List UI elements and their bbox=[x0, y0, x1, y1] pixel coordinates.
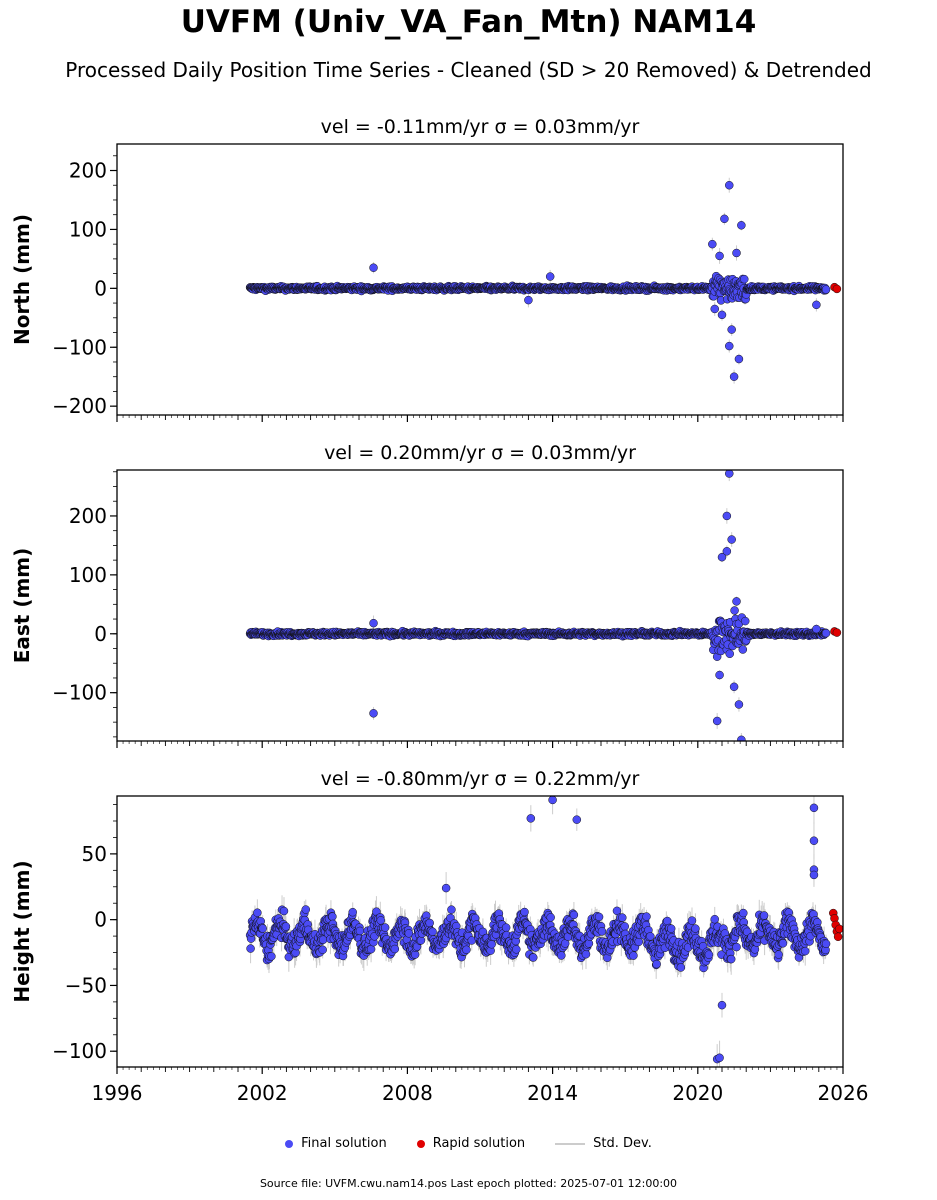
y-tick-label: 200 bbox=[69, 159, 107, 183]
panel-title: vel = -0.11mm/yr σ = 0.03mm/yr bbox=[321, 116, 640, 138]
final-solution-point bbox=[722, 511, 732, 521]
final-solution-point bbox=[710, 304, 719, 314]
final-solution-point bbox=[545, 272, 555, 281]
final-solution-point bbox=[812, 624, 821, 634]
final-solution-point bbox=[712, 716, 722, 726]
plot-area bbox=[245, 177, 842, 384]
final-solution-point bbox=[369, 709, 378, 718]
final-solution-point bbox=[725, 341, 734, 351]
y-tick-label: −200 bbox=[52, 394, 107, 418]
final-solution-point bbox=[732, 597, 741, 606]
y-tick-label: 100 bbox=[69, 217, 107, 241]
final-solution-point bbox=[717, 310, 727, 320]
y-axis-label: East (mm) bbox=[10, 548, 34, 664]
chart-title: UVFM (Univ_VA_Fan_Mtn) NAM14 bbox=[180, 4, 757, 40]
final-solution-point bbox=[737, 221, 746, 230]
y-tick-label: 200 bbox=[69, 504, 107, 528]
panel-title: vel = 0.20mm/yr σ = 0.03mm/yr bbox=[324, 442, 636, 464]
final-solution-point bbox=[708, 239, 717, 249]
final-solution-point bbox=[725, 180, 734, 190]
final-solution-point bbox=[727, 325, 736, 334]
final-solution-point bbox=[727, 535, 736, 544]
y-axis-label: North (mm) bbox=[10, 214, 34, 345]
final-solution-point bbox=[524, 295, 533, 305]
final-solution-point bbox=[715, 251, 724, 261]
final-solution-point bbox=[729, 682, 739, 692]
final-solution-point bbox=[720, 214, 729, 224]
y-tick-label: 100 bbox=[69, 563, 107, 587]
rapid-solution-point bbox=[832, 284, 842, 294]
final-solution-point bbox=[734, 354, 744, 364]
final-solution-point bbox=[737, 735, 746, 741]
rapid-solution-point bbox=[832, 628, 842, 637]
y-tick-label: 0 bbox=[94, 622, 107, 646]
final-solution-point bbox=[821, 628, 831, 638]
final-solution-point bbox=[740, 616, 750, 626]
final-solution-point bbox=[722, 547, 732, 556]
plot-area bbox=[245, 470, 842, 741]
final-solution-point bbox=[725, 470, 734, 478]
y-tick-label: 0 bbox=[94, 276, 107, 300]
final-solution-point bbox=[740, 274, 749, 284]
final-solution-point bbox=[725, 649, 734, 659]
final-solution-point bbox=[730, 606, 739, 615]
final-solution-point bbox=[812, 300, 821, 310]
final-solution-point bbox=[734, 700, 744, 709]
y-tick-label: −100 bbox=[52, 335, 107, 359]
final-solution-point bbox=[738, 645, 748, 654]
final-solution-point bbox=[729, 372, 739, 381]
axes-frame bbox=[116, 469, 844, 742]
final-solution-point bbox=[821, 285, 831, 294]
final-solution-point bbox=[732, 248, 741, 258]
chart-subtitle: Processed Daily Position Time Series - C… bbox=[65, 58, 872, 82]
final-solution-point bbox=[369, 263, 378, 272]
y-tick-label: −100 bbox=[52, 681, 107, 705]
final-solution-point bbox=[715, 670, 724, 680]
final-solution-point bbox=[369, 618, 378, 628]
final-solution-point bbox=[717, 552, 727, 562]
